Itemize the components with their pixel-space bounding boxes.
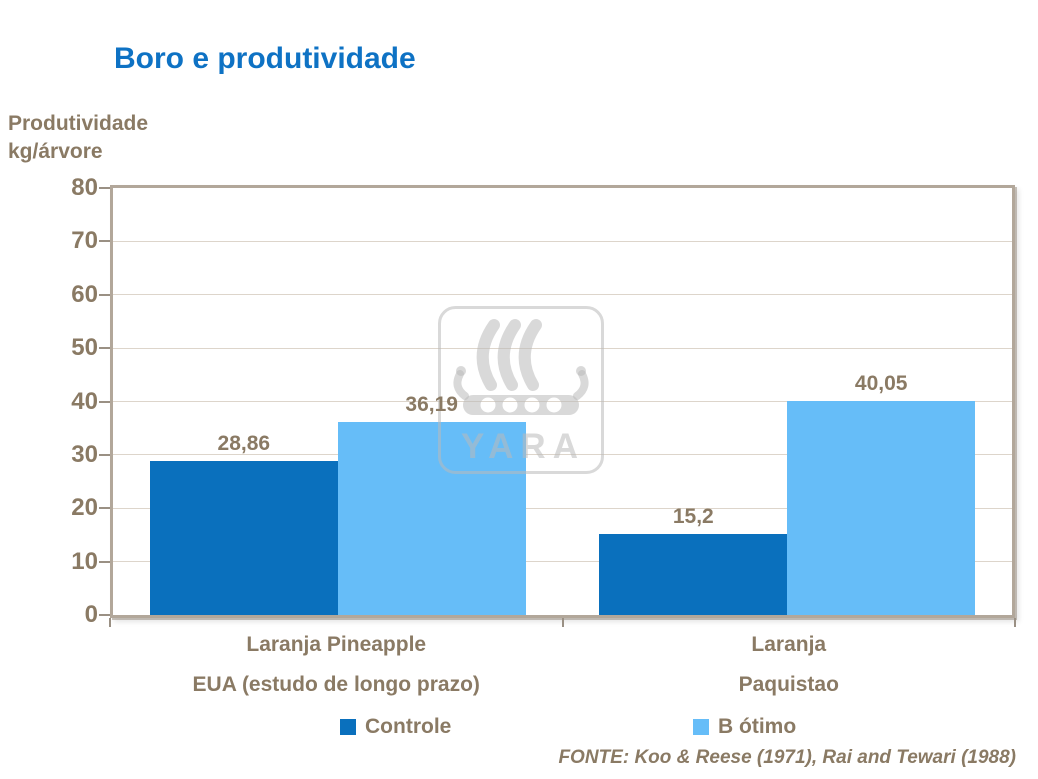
y-tick-30 [99,453,110,456]
gridline-y-60 [113,294,1012,296]
x-category-1-line1: Laranja [751,633,827,656]
y-tick-20 [99,507,110,510]
y-axis-label: Produtividade kg/árvore [8,110,148,166]
y-tick-80 [99,187,110,189]
y-tick-label-80: 80 [71,174,98,201]
source-note: FONTE: Koo & Reese (1971), Rai and Tewar… [558,747,1016,768]
y-tick-40 [99,400,110,403]
legend-entry-b-ótimo: B ótimo [693,715,796,739]
x-category-1-line2: Paquistao [738,673,839,696]
gridline-y-50 [113,347,1012,349]
y-tick-label-30: 30 [71,440,98,468]
y-tick-0 [99,614,110,616]
y-tick-label-70: 70 [71,227,98,255]
y-tick-60 [99,293,110,296]
bar-b-ótimo-cat1 [787,401,976,615]
y-tick-label-50: 50 [71,334,98,362]
legend-swatch-b-ótimo [693,719,709,735]
bar-value-label-controle-cat0: 28,86 [217,431,271,455]
gridline-y-20 [113,507,1012,509]
y-tick-70 [99,240,110,243]
legend-label-b-ótimo: B ótimo [718,715,797,738]
y-tick-label-20: 20 [71,494,98,522]
legend-entry-controle: Controle [340,715,451,739]
y-tick-label-0: 0 [84,601,98,628]
bar-controle-cat0 [149,460,338,615]
bar-value-label-controle-cat1: 15,2 [672,504,714,528]
x-tick-1 [561,618,564,627]
x-category-0-line1: Laranja Pineapple [246,633,427,656]
bar-b-ótimo-cat0 [337,421,526,615]
bar-value-label-b-ótimo-cat1: 40,05 [854,372,908,396]
y-tick-label-60: 60 [71,280,98,308]
x-category-label-1: Laranja Paquistao [563,632,1016,698]
y-tick-label-40: 40 [71,387,98,415]
x-tick-0 [109,618,111,627]
bar-value-label-b-ótimo-cat0: 36,19 [405,392,458,416]
bar-controle-cat1 [599,533,788,615]
legend-label-controle: Controle [365,715,452,738]
chart-title: Boro e produtividade [114,42,416,75]
x-tick-2 [1014,618,1016,627]
gridline-y-70 [113,240,1012,242]
y-tick-label-10: 10 [71,547,98,575]
x-category-label-0: Laranja Pineapple EUA (estudo de longo pr… [110,632,563,698]
gridline-y-10 [113,561,1012,563]
x-category-0-line2: EUA (estudo de longo prazo) [192,673,480,696]
y-tick-50 [99,347,110,350]
plot-area: 28,86 15,2 36,19 40,05 [110,185,1015,618]
y-axis-label-line1: Produtividade [8,112,149,135]
y-tick-10 [99,560,110,563]
legend-swatch-controle [340,719,356,735]
y-axis-label-line2: kg/árvore [8,140,103,163]
